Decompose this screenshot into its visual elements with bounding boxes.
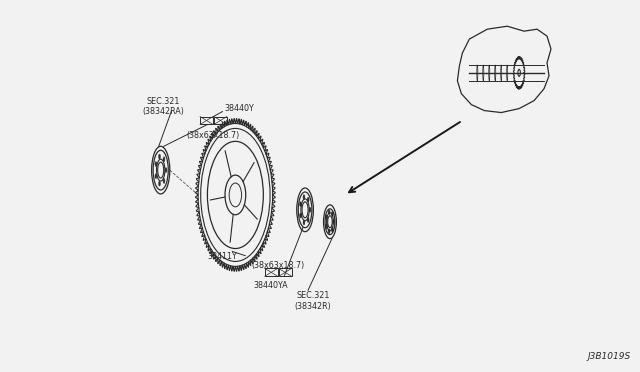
Text: SEC.321
(38342RA): SEC.321 (38342RA) (143, 97, 184, 116)
Bar (278, 268, 292, 276)
Text: J3B1019S: J3B1019S (588, 352, 630, 361)
Ellipse shape (326, 215, 328, 220)
Ellipse shape (300, 202, 301, 207)
Ellipse shape (326, 224, 328, 228)
Ellipse shape (163, 157, 165, 162)
Ellipse shape (303, 220, 305, 225)
Ellipse shape (307, 218, 309, 222)
Ellipse shape (309, 207, 311, 212)
Text: (38x63x18.7): (38x63x18.7) (187, 131, 240, 140)
Text: SEC.321
(38342R): SEC.321 (38342R) (294, 291, 332, 311)
Bar (265, 268, 278, 276)
Bar (214, 116, 227, 125)
Bar (200, 116, 213, 125)
Ellipse shape (155, 174, 157, 179)
Ellipse shape (159, 154, 161, 159)
Ellipse shape (332, 227, 333, 232)
Ellipse shape (518, 69, 520, 76)
Ellipse shape (328, 229, 330, 234)
Ellipse shape (155, 161, 157, 167)
Text: (38x63x18.7): (38x63x18.7) (252, 262, 305, 270)
Text: 38440Y: 38440Y (225, 104, 254, 113)
Ellipse shape (163, 179, 165, 183)
Ellipse shape (307, 197, 309, 202)
Text: 38411Y: 38411Y (207, 253, 237, 262)
Ellipse shape (333, 219, 335, 224)
Ellipse shape (159, 181, 161, 186)
Text: 38440YA: 38440YA (254, 281, 289, 290)
Ellipse shape (300, 213, 301, 218)
Ellipse shape (165, 168, 167, 173)
Ellipse shape (328, 210, 330, 215)
Ellipse shape (332, 212, 333, 217)
Ellipse shape (303, 195, 305, 200)
